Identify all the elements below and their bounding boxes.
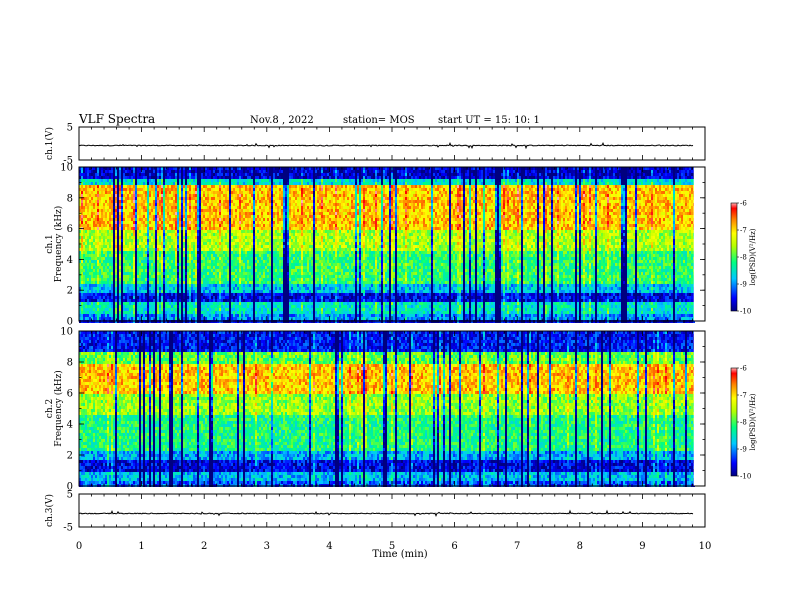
ch2-spectrogram-ytick-label: 4 [67,420,73,431]
colorbar-label: log(PSD)(V²/Hz) [749,393,757,450]
ch2-spectrogram-cells [79,331,695,487]
ch1-spectrogram-cells [79,167,695,323]
ch2-spectrogram-ytick-label: 2 [67,451,73,462]
ch1-waveform-ylabel: ch.1(V) [44,127,55,160]
x-tick-label: 3 [264,541,270,552]
colorbar-tick-label: -10 [740,473,751,481]
ch1-spectrogram-ytick-label: 4 [67,255,73,266]
x-tick-label: 4 [326,541,332,552]
ch1-spectrogram-ytick-label: 10 [60,163,73,174]
ch2-colorbar: -6 -7 -8 -9 -10 log(PSD)(V²/Hz) [731,365,757,481]
ch2-spectrogram-ytick-label: 6 [67,389,73,400]
ch1-waveform-panel: 5-5ch.1(V) [44,123,705,167]
colorbar-tick-label: -9 [740,281,747,289]
x-tick-label: 1 [138,541,144,552]
x-tick-label: 2 [201,541,207,552]
date-label: Nov.8 , 2022 [250,115,314,126]
chart-title: VLF Spectra [78,112,155,126]
x-tick-label: 7 [514,541,520,552]
x-tick-label: 10 [699,541,712,552]
ch2-spectrogram-ylabel-frequency: Frequency (kHz) [53,370,64,447]
colorbar-scale [731,203,737,311]
x-tick-label: 9 [639,541,645,552]
colorbar-tick-label: -8 [740,254,747,262]
ch2-spectrogram-ytick-label: 10 [60,327,73,338]
ch1-spectrogram-ylabel-frequency: Frequency (kHz) [53,206,64,283]
ch3-waveform-ylabel: ch.3(V) [44,494,55,527]
colorbar-tick-label: -7 [740,227,747,235]
ch3-waveform-panel: 5 -5 ch.3(V) [44,490,705,534]
ch3-waveform-ytick-label: -5 [63,523,73,534]
x-axis-label: Time (min) [372,549,427,560]
colorbar-tick-label: -10 [740,308,751,316]
ch1-spectrogram-ytick-label: 6 [67,224,73,235]
ch1-spectrogram-ytick-label: 8 [67,193,73,204]
colorbar-tick-label: -6 [740,365,747,373]
colorbar-tick-label: -7 [740,392,747,400]
ch1-waveform-ytick-label: 5 [67,123,73,134]
x-tick-label: 8 [577,541,583,552]
ch3-waveform-ytick-label: 5 [67,490,73,501]
colorbar-tick-label: -9 [740,446,747,454]
ch2-spectrogram-ytick-label: 8 [67,358,73,369]
x-tick-label: 6 [451,541,457,552]
station-label: station= MOS [343,115,415,126]
ch1-spectrogram-ytick-label: 2 [67,286,73,297]
ch3-waveform-trace [79,511,693,516]
x-tick-label: 0 [76,541,82,552]
colorbar-tick-label: -6 [740,200,747,208]
colorbar-tick-label: -8 [740,419,747,427]
start-time-label: start UT = 15: 10: 1 [438,115,540,126]
colorbar-scale [731,368,737,476]
ch1-colorbar: -6 -7 -8 -9 -10 log(PSD)(V²/Hz) [731,200,757,316]
ch1-waveform-trace [79,143,693,148]
colorbar-label: log(PSD)(V²/Hz) [749,228,757,285]
